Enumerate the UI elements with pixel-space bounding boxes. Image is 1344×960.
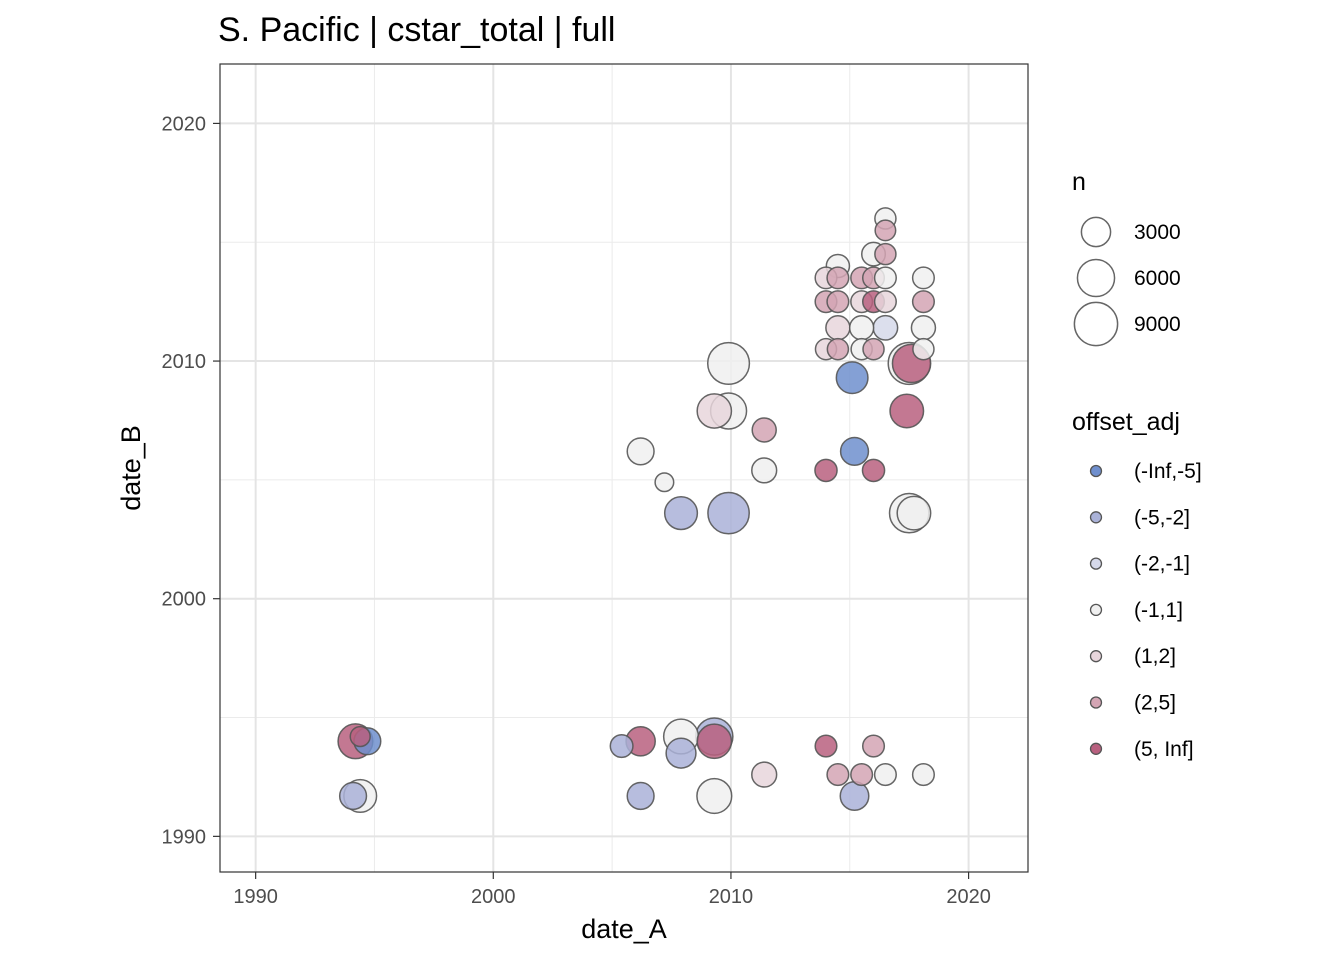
color-legend-label: (-Inf,-5] [1134,460,1202,483]
data-point [826,290,850,314]
color-legend-key [1089,603,1103,617]
color-legend-title: offset_adj [1072,408,1180,436]
data-point [839,780,870,811]
data-point [850,763,874,787]
color-legend-key [1089,511,1103,524]
data-point [873,266,897,290]
size-legend-label: 6000 [1134,267,1181,290]
color-legend-key [1089,557,1103,570]
color-legend-key [1089,464,1103,478]
y-tick-label: 2000 [162,589,207,611]
data-point [910,315,937,341]
size-legend-key [1080,216,1112,248]
data-points [337,207,937,815]
data-point [696,723,733,760]
data-point [874,242,897,266]
x-tick-label: 2010 [709,886,754,908]
data-point [826,266,850,290]
color-legend-label: (-5,-2] [1134,506,1190,529]
data-point [751,761,778,788]
data-point [911,266,935,290]
data-point [338,781,368,811]
size-legend-title: n [1072,168,1086,196]
x-axis-label: date_A [581,914,667,944]
color-legend: offset_adj (-Inf,-5] (-5,-2] (-2,-1] (-1,1]… [1072,408,1202,761]
data-point [654,472,675,493]
chart-title: S. Pacific | cstar_total | full [218,11,615,49]
size-legend: n 3000 6000 9000 [1072,168,1181,347]
data-point [911,763,935,787]
x-tick-label: 2020 [946,886,991,908]
color-legend-key [1089,696,1103,709]
data-point [663,496,699,531]
data-point [707,491,750,535]
data-point [861,734,886,758]
size-legend-key [1073,301,1119,347]
data-point [874,219,897,242]
color-legend-label: (-2,-1] [1134,553,1190,576]
data-point [696,777,733,815]
data-point [609,733,634,759]
color-legend-label: (-1,1] [1134,599,1183,622]
data-point [826,763,850,787]
data-point [872,314,899,341]
x-tick-label: 2000 [471,886,516,908]
data-point [349,725,371,748]
size-legend-label: 9000 [1134,313,1181,336]
y-tick-label: 1990 [162,826,207,848]
data-point [848,315,875,341]
data-point [889,393,925,429]
color-legend-label: (5, Inf] [1134,738,1194,761]
color-legend-key [1089,742,1103,755]
color-legend-key [1089,650,1103,663]
panel-border [219,63,1029,873]
data-point [861,458,886,483]
data-point [862,337,885,361]
data-point [696,393,733,429]
data-point [706,341,751,386]
y-tick-label: 2020 [162,113,207,135]
y-axis: 1990 2000 2010 2020 [162,113,220,848]
color-legend-label: (2,5] [1134,692,1176,715]
data-point [912,337,935,361]
data-point [665,737,697,769]
data-point [835,361,869,395]
size-legend-key [1076,258,1116,298]
data-point [626,781,655,811]
size-legend-label: 3000 [1134,221,1181,244]
data-point [751,457,778,484]
data-point [814,458,838,483]
data-point [873,763,897,787]
data-point [626,437,655,466]
x-tick-label: 1990 [233,886,278,908]
data-point [911,290,935,314]
grid-lines [220,64,1028,872]
data-point [896,495,932,531]
data-point [839,436,870,467]
x-axis: 1990 2000 2010 2020 [233,872,991,908]
data-point [826,337,850,361]
data-point [873,290,897,314]
y-tick-label: 2010 [162,351,207,373]
data-point [751,417,777,443]
y-axis-label: date_B [116,425,146,511]
data-point [814,734,838,758]
color-legend-label: (1,2] [1134,645,1176,668]
data-point [825,315,851,341]
